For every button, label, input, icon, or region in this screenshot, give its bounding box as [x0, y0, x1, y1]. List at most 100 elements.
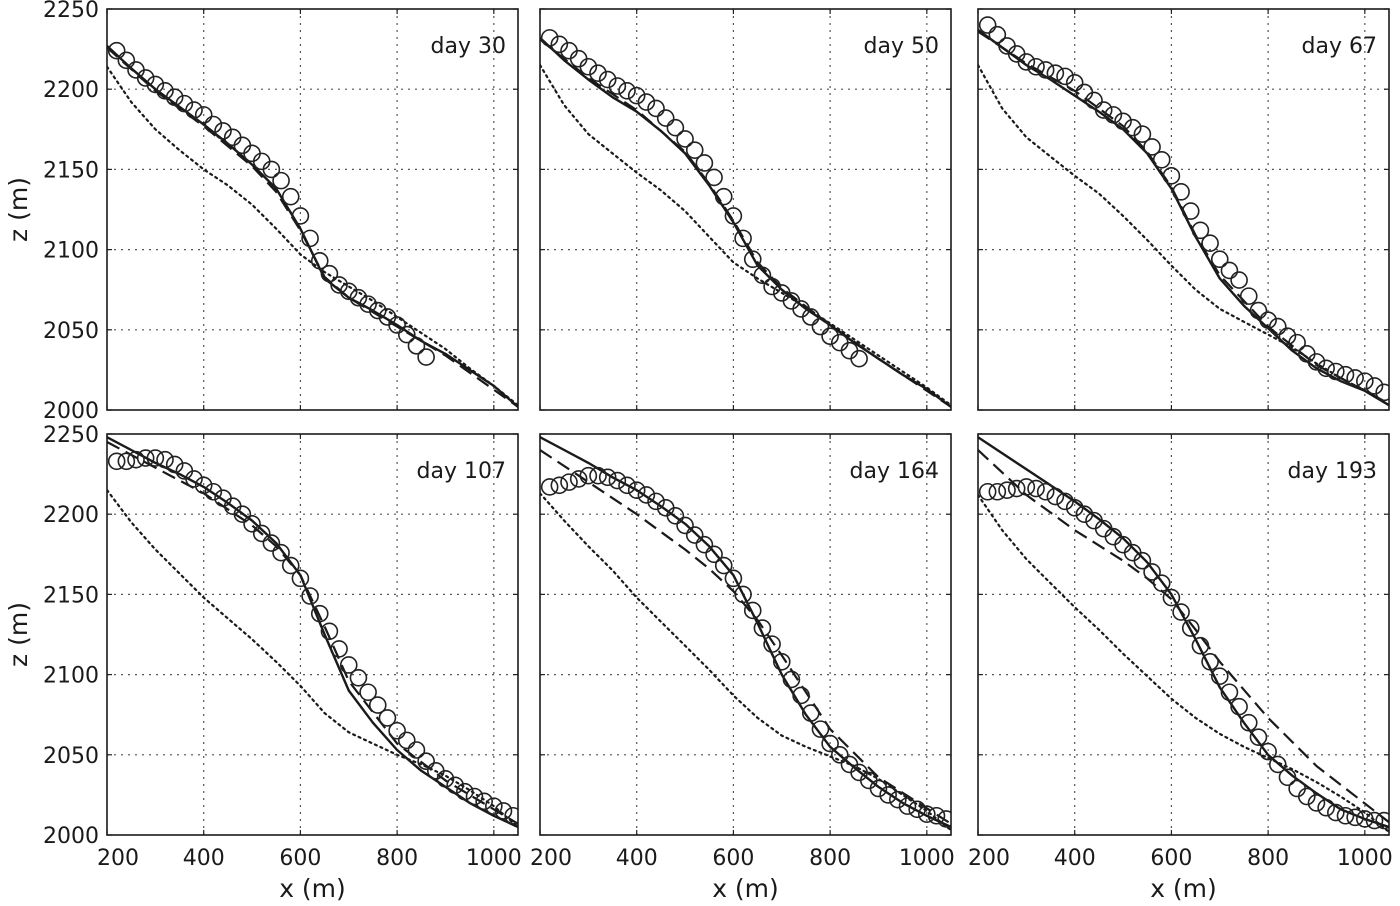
observation-circle — [618, 476, 636, 495]
y-tick-label: 2250 — [43, 0, 99, 23]
y-tick-label: 2200 — [43, 78, 99, 103]
observation-circle — [1017, 478, 1036, 496]
observation-circle — [1220, 261, 1239, 280]
observation-circle — [1239, 713, 1258, 732]
observation-circle — [753, 619, 772, 637]
observation-circle — [117, 51, 136, 70]
observation-circle — [368, 696, 387, 714]
observation-circle — [146, 75, 165, 94]
observation-circle — [589, 64, 607, 82]
observation-circle — [1317, 359, 1335, 378]
observation-circle — [1007, 479, 1026, 498]
observation-circle — [1201, 652, 1219, 671]
observation-circle — [743, 250, 762, 269]
observation-circle — [811, 317, 830, 336]
observation-circle — [165, 88, 184, 107]
observation-circle — [436, 770, 455, 788]
observation-circle — [1075, 505, 1094, 524]
solid-series-line — [540, 37, 951, 408]
observation-circle — [262, 160, 281, 179]
y-tick-label: 2250 — [43, 423, 99, 448]
observation-circle — [1143, 138, 1161, 156]
observation-circle — [540, 478, 559, 496]
observation-circle — [1036, 482, 1055, 501]
observation-circle — [359, 295, 377, 313]
observation-circle — [1249, 728, 1268, 746]
observation-circle — [243, 144, 261, 163]
observation-circle — [339, 282, 358, 301]
observation-circle — [407, 741, 426, 759]
observation-circle — [743, 601, 762, 620]
observation-circle — [165, 455, 184, 474]
observation-circle — [156, 82, 174, 100]
dashed-series-line — [107, 441, 518, 825]
observation-circle — [281, 187, 300, 206]
observation-circle — [1056, 67, 1074, 86]
panel-frame — [106, 433, 519, 836]
observation-circle — [1210, 667, 1229, 686]
observation-circle — [127, 61, 145, 79]
observation-circle — [579, 466, 598, 485]
observation-circle — [714, 556, 733, 575]
observation-circle — [821, 734, 839, 753]
y-tick-label: 2000 — [43, 824, 99, 849]
panel-6: day 193 200 400 600 800 1000 x (m) — [968, 433, 1393, 903]
observation-circle — [898, 797, 917, 815]
observation-circle — [1065, 498, 1084, 517]
observation-circle — [724, 207, 743, 225]
observation-circle — [1307, 353, 1326, 371]
observation-circle — [194, 106, 213, 124]
observation-circle — [889, 790, 907, 809]
observation-circle — [627, 481, 646, 499]
observation-circle — [1375, 811, 1389, 830]
x-tick-label: 600 — [279, 846, 321, 871]
observation-circle — [204, 482, 223, 501]
observation-circle — [1278, 768, 1297, 787]
observation-circle — [695, 535, 714, 554]
observation-circle — [792, 686, 810, 705]
y-axis-label: z (m) — [4, 602, 33, 667]
observation-circle — [1230, 271, 1248, 289]
observation-circle — [666, 118, 685, 137]
observation-circle — [734, 229, 752, 248]
observation-circle — [1046, 64, 1065, 82]
observation-circle — [1027, 479, 1045, 498]
observation-circle — [627, 86, 646, 105]
y-tick-label: 2150 — [43, 158, 99, 183]
observation-circle — [1172, 183, 1190, 201]
observation-circle — [1191, 636, 1210, 655]
observation-circle — [291, 207, 310, 225]
plot-area — [107, 41, 518, 408]
observation-circle — [272, 171, 290, 190]
observation-circle — [494, 802, 513, 820]
observation-circle — [301, 587, 319, 605]
observation-circle — [127, 450, 145, 469]
x-axis-label: x (m) — [712, 874, 779, 903]
observation-circle — [320, 622, 339, 641]
x-tick-label: 800 — [1247, 846, 1289, 871]
observation-circle — [589, 466, 607, 485]
observation-circle — [146, 449, 165, 467]
observation-circle — [988, 25, 1007, 44]
observation-circle — [417, 752, 435, 771]
observation-circle — [666, 507, 685, 525]
solid-series-line — [107, 436, 518, 829]
observation-circle — [388, 721, 406, 740]
observation-circle — [1201, 234, 1219, 252]
observation-circle — [608, 471, 627, 490]
dashed-series-line — [540, 38, 951, 408]
observation-circle — [998, 481, 1016, 499]
dashed-series-line — [978, 30, 1389, 405]
observation-circle — [927, 806, 946, 825]
observation-circle — [1298, 787, 1316, 806]
observation-circle — [811, 720, 830, 738]
observation-circle — [252, 152, 271, 171]
observation-circle — [1365, 377, 1384, 395]
observation-circle — [272, 543, 290, 562]
observation-circle — [175, 94, 194, 113]
observation-circle — [830, 745, 849, 764]
observation-circle — [446, 776, 464, 795]
observation-circle — [569, 49, 588, 68]
observation-circle — [252, 524, 271, 543]
observation-circle — [869, 779, 888, 798]
